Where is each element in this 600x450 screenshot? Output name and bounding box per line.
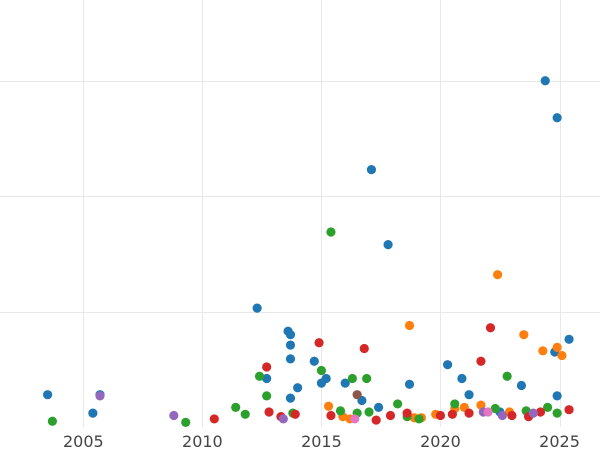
- data-point: [262, 362, 272, 372]
- data-point: [209, 414, 219, 424]
- data-point: [181, 417, 191, 427]
- data-point: [490, 403, 500, 414]
- data-point: [321, 373, 331, 384]
- data-point: [435, 410, 446, 421]
- x-tick-label: 2020: [420, 432, 461, 450]
- data-point: [493, 270, 503, 280]
- data-point: [362, 373, 372, 384]
- data-point: [323, 401, 334, 411]
- data-point: [309, 356, 319, 366]
- data-point: [393, 399, 403, 409]
- x-tick-label: 2015: [301, 432, 342, 450]
- data-point: [540, 76, 550, 86]
- data-point: [404, 320, 415, 331]
- data-point: [447, 409, 457, 419]
- data-point: [262, 373, 272, 384]
- data-point: [564, 334, 574, 344]
- data-point: [359, 343, 369, 354]
- data-point: [262, 391, 272, 401]
- data-point: [373, 402, 384, 412]
- data-point: [404, 379, 415, 389]
- data-point: [352, 390, 362, 400]
- data-point: [443, 360, 453, 370]
- data-point: [95, 391, 105, 401]
- data-point: [535, 407, 546, 417]
- data-point: [314, 338, 324, 348]
- data-point: [88, 408, 98, 418]
- data-point: [552, 113, 562, 123]
- data-point: [552, 408, 562, 418]
- data-point: [290, 409, 300, 419]
- data-point: [464, 390, 474, 400]
- data-point: [350, 414, 360, 424]
- grid: [0, 0, 600, 427]
- data-point: [383, 240, 393, 250]
- data-point: [278, 414, 288, 424]
- data-point: [485, 323, 496, 333]
- data-point: [366, 165, 377, 175]
- data-point: [347, 373, 357, 384]
- data-point: [340, 378, 350, 388]
- data-point: [231, 402, 241, 412]
- data-point: [476, 400, 486, 410]
- data-point: [285, 340, 296, 350]
- data-point: [564, 405, 574, 415]
- data-point: [483, 407, 493, 417]
- data-point: [552, 342, 562, 352]
- data-point: [519, 330, 529, 340]
- data-point: [497, 410, 507, 421]
- data-point: [464, 408, 474, 418]
- data-point: [169, 410, 179, 421]
- data-point: [543, 402, 553, 412]
- data-point: [293, 383, 303, 393]
- data-point: [385, 410, 396, 421]
- data-point: [507, 410, 517, 421]
- data-point: [538, 346, 548, 356]
- data-point: [254, 371, 265, 381]
- data-point: [335, 406, 346, 416]
- data-point: [402, 408, 412, 418]
- data-point: [457, 373, 467, 384]
- data-point: [316, 365, 327, 376]
- data-point: [364, 407, 374, 417]
- data-points: [43, 76, 574, 427]
- data-point: [240, 409, 250, 419]
- data-point: [528, 408, 538, 418]
- x-tick-label: 2010: [182, 432, 223, 450]
- data-point: [516, 380, 527, 391]
- x-tick-label: 2005: [63, 432, 104, 450]
- data-point: [47, 416, 57, 426]
- x-axis-ticks: 2005 2010 2015 2020 2025: [63, 432, 580, 450]
- data-point: [285, 330, 296, 340]
- data-point: [552, 391, 562, 401]
- data-point: [43, 390, 53, 400]
- data-point: [476, 356, 486, 366]
- data-point: [285, 354, 296, 364]
- data-point: [502, 371, 512, 381]
- data-point: [285, 393, 296, 403]
- x-tick-label: 2025: [539, 432, 580, 450]
- data-point: [414, 414, 424, 424]
- data-point: [371, 415, 381, 425]
- data-point: [450, 399, 460, 409]
- data-point: [326, 227, 336, 237]
- data-point: [264, 407, 274, 417]
- data-point: [557, 350, 567, 361]
- data-point: [326, 410, 336, 421]
- data-point: [252, 303, 262, 313]
